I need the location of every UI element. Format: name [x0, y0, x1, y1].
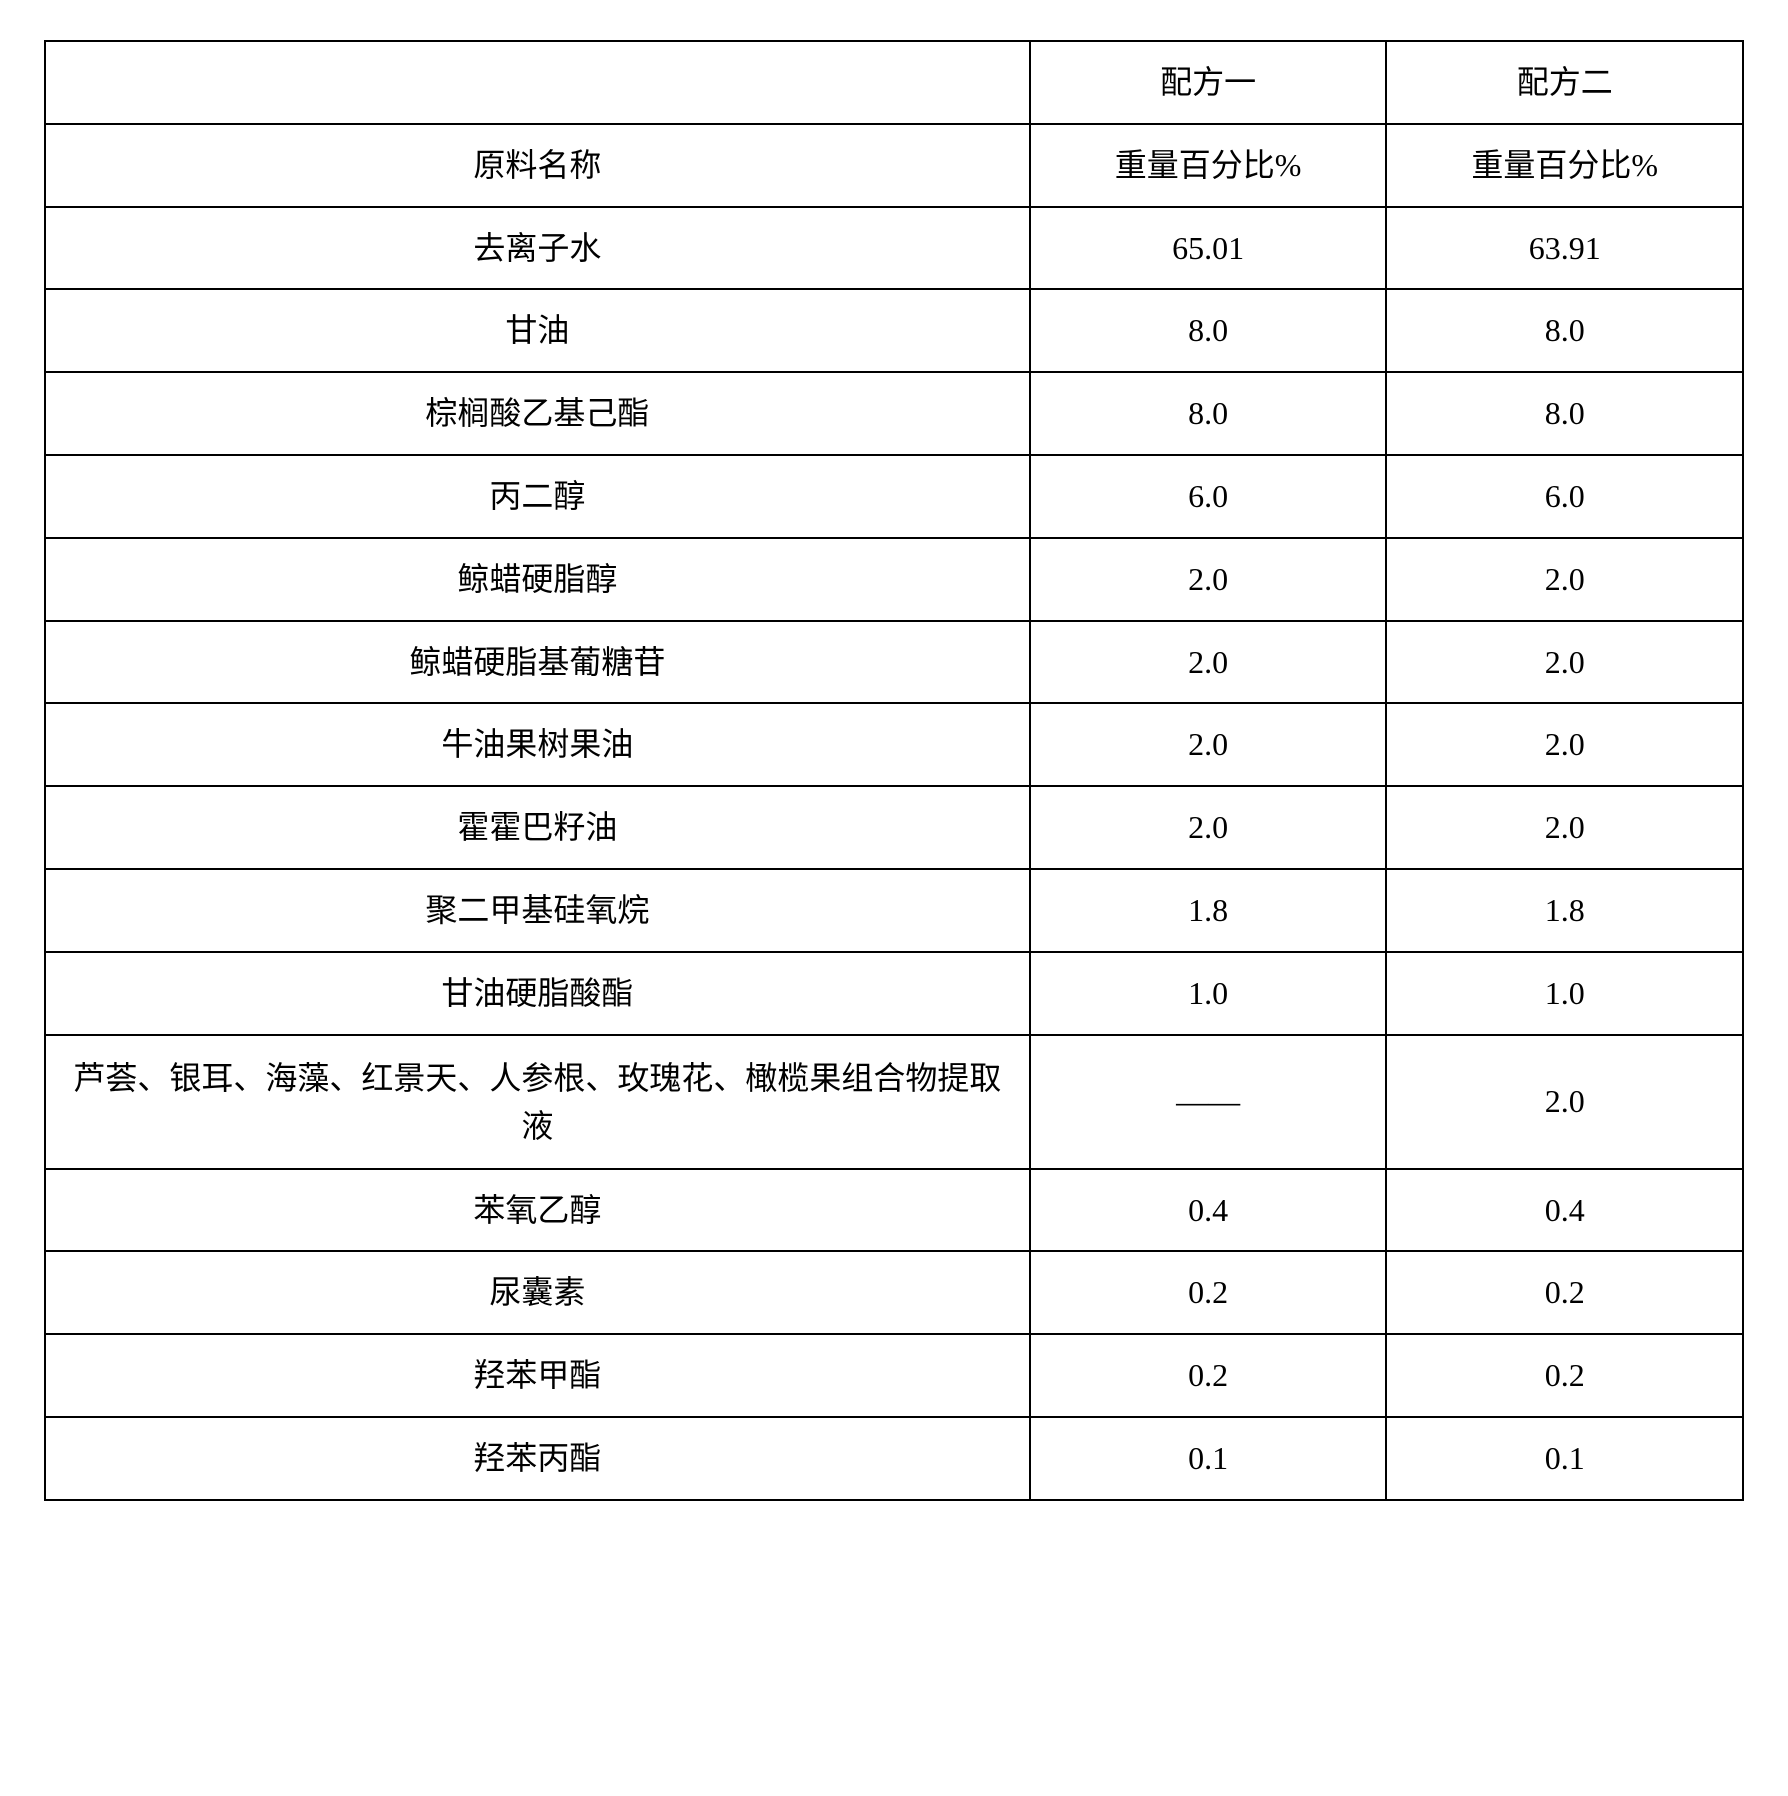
formula-2-value-cell: 8.0 — [1386, 372, 1743, 455]
header-empty-cell — [45, 41, 1030, 124]
formula-2-value-cell: 2.0 — [1386, 1035, 1743, 1169]
table-row: 羟苯甲酯0.20.2 — [45, 1334, 1743, 1417]
formula-2-value-cell: 2.0 — [1386, 621, 1743, 704]
ingredient-name-cell: 聚二甲基硅氧烷 — [45, 869, 1030, 952]
formula-2-value-cell: 0.1 — [1386, 1417, 1743, 1500]
ingredient-name-cell: 芦荟、银耳、海藻、红景天、人参根、玫瑰花、橄榄果组合物提取液 — [45, 1035, 1030, 1169]
ingredient-name-cell: 尿囊素 — [45, 1251, 1030, 1334]
formula-1-value-cell: 0.1 — [1030, 1417, 1387, 1500]
formula-2-value-cell: 6.0 — [1386, 455, 1743, 538]
table-row: 尿囊素0.20.2 — [45, 1251, 1743, 1334]
ingredient-name-cell: 苯氧乙醇 — [45, 1169, 1030, 1252]
formula-2-value-cell: 2.0 — [1386, 703, 1743, 786]
ingredient-name-cell: 牛油果树果油 — [45, 703, 1030, 786]
table-row: 苯氧乙醇0.40.4 — [45, 1169, 1743, 1252]
formula-2-value-cell: 0.2 — [1386, 1251, 1743, 1334]
table-row: 霍霍巴籽油2.02.0 — [45, 786, 1743, 869]
formula-1-value-cell: 2.0 — [1030, 538, 1387, 621]
ingredient-name-cell: 鲸蜡硬脂基葡糖苷 — [45, 621, 1030, 704]
formula-1-value-cell: 8.0 — [1030, 372, 1387, 455]
formula-2-value-cell: 2.0 — [1386, 538, 1743, 621]
formula-2-value-cell: 63.91 — [1386, 207, 1743, 290]
formula-2-value-cell: 2.0 — [1386, 786, 1743, 869]
formula-1-value-cell: —— — [1030, 1035, 1387, 1169]
ingredient-name-cell: 甘油硬脂酸酯 — [45, 952, 1030, 1035]
formula-2-value-cell: 1.8 — [1386, 869, 1743, 952]
formula-2-value-cell: 8.0 — [1386, 289, 1743, 372]
formula-1-value-cell: 65.01 — [1030, 207, 1387, 290]
subheader-weight-pct-2: 重量百分比% — [1386, 124, 1743, 207]
table-row: 丙二醇6.06.0 — [45, 455, 1743, 538]
ingredient-name-cell: 鲸蜡硬脂醇 — [45, 538, 1030, 621]
table-row: 羟苯丙酯0.10.1 — [45, 1417, 1743, 1500]
table-row: 芦荟、银耳、海藻、红景天、人参根、玫瑰花、橄榄果组合物提取液——2.0 — [45, 1035, 1743, 1169]
table-row: 甘油硬脂酸酯1.01.0 — [45, 952, 1743, 1035]
formula-1-value-cell: 0.2 — [1030, 1334, 1387, 1417]
table-header-row-1: 配方一 配方二 — [45, 41, 1743, 124]
table-row: 牛油果树果油2.02.0 — [45, 703, 1743, 786]
header-formula-2: 配方二 — [1386, 41, 1743, 124]
formula-1-value-cell: 2.0 — [1030, 703, 1387, 786]
formula-1-value-cell: 0.4 — [1030, 1169, 1387, 1252]
ingredient-name-cell: 霍霍巴籽油 — [45, 786, 1030, 869]
header-formula-1: 配方一 — [1030, 41, 1387, 124]
ingredient-name-cell: 去离子水 — [45, 207, 1030, 290]
table-row: 聚二甲基硅氧烷1.81.8 — [45, 869, 1743, 952]
ingredient-name-cell: 棕榈酸乙基己酯 — [45, 372, 1030, 455]
table-row: 鲸蜡硬脂醇2.02.0 — [45, 538, 1743, 621]
table-header-row-2: 原料名称 重量百分比% 重量百分比% — [45, 124, 1743, 207]
formula-2-value-cell: 0.2 — [1386, 1334, 1743, 1417]
table-row: 去离子水65.0163.91 — [45, 207, 1743, 290]
formula-1-value-cell: 8.0 — [1030, 289, 1387, 372]
formula-1-value-cell: 0.2 — [1030, 1251, 1387, 1334]
formula-1-value-cell: 1.8 — [1030, 869, 1387, 952]
ingredient-name-cell: 丙二醇 — [45, 455, 1030, 538]
formula-1-value-cell: 2.0 — [1030, 621, 1387, 704]
formula-1-value-cell: 2.0 — [1030, 786, 1387, 869]
formula-2-value-cell: 1.0 — [1386, 952, 1743, 1035]
subheader-name: 原料名称 — [45, 124, 1030, 207]
table-row: 棕榈酸乙基己酯8.08.0 — [45, 372, 1743, 455]
subheader-weight-pct-1: 重量百分比% — [1030, 124, 1387, 207]
formula-2-value-cell: 0.4 — [1386, 1169, 1743, 1252]
formula-1-value-cell: 6.0 — [1030, 455, 1387, 538]
table-row: 甘油8.08.0 — [45, 289, 1743, 372]
ingredient-name-cell: 羟苯甲酯 — [45, 1334, 1030, 1417]
formulation-table: 配方一 配方二 原料名称 重量百分比% 重量百分比% 去离子水65.0163.9… — [44, 40, 1744, 1501]
ingredient-name-cell: 甘油 — [45, 289, 1030, 372]
table-row: 鲸蜡硬脂基葡糖苷2.02.0 — [45, 621, 1743, 704]
formula-1-value-cell: 1.0 — [1030, 952, 1387, 1035]
ingredient-name-cell: 羟苯丙酯 — [45, 1417, 1030, 1500]
